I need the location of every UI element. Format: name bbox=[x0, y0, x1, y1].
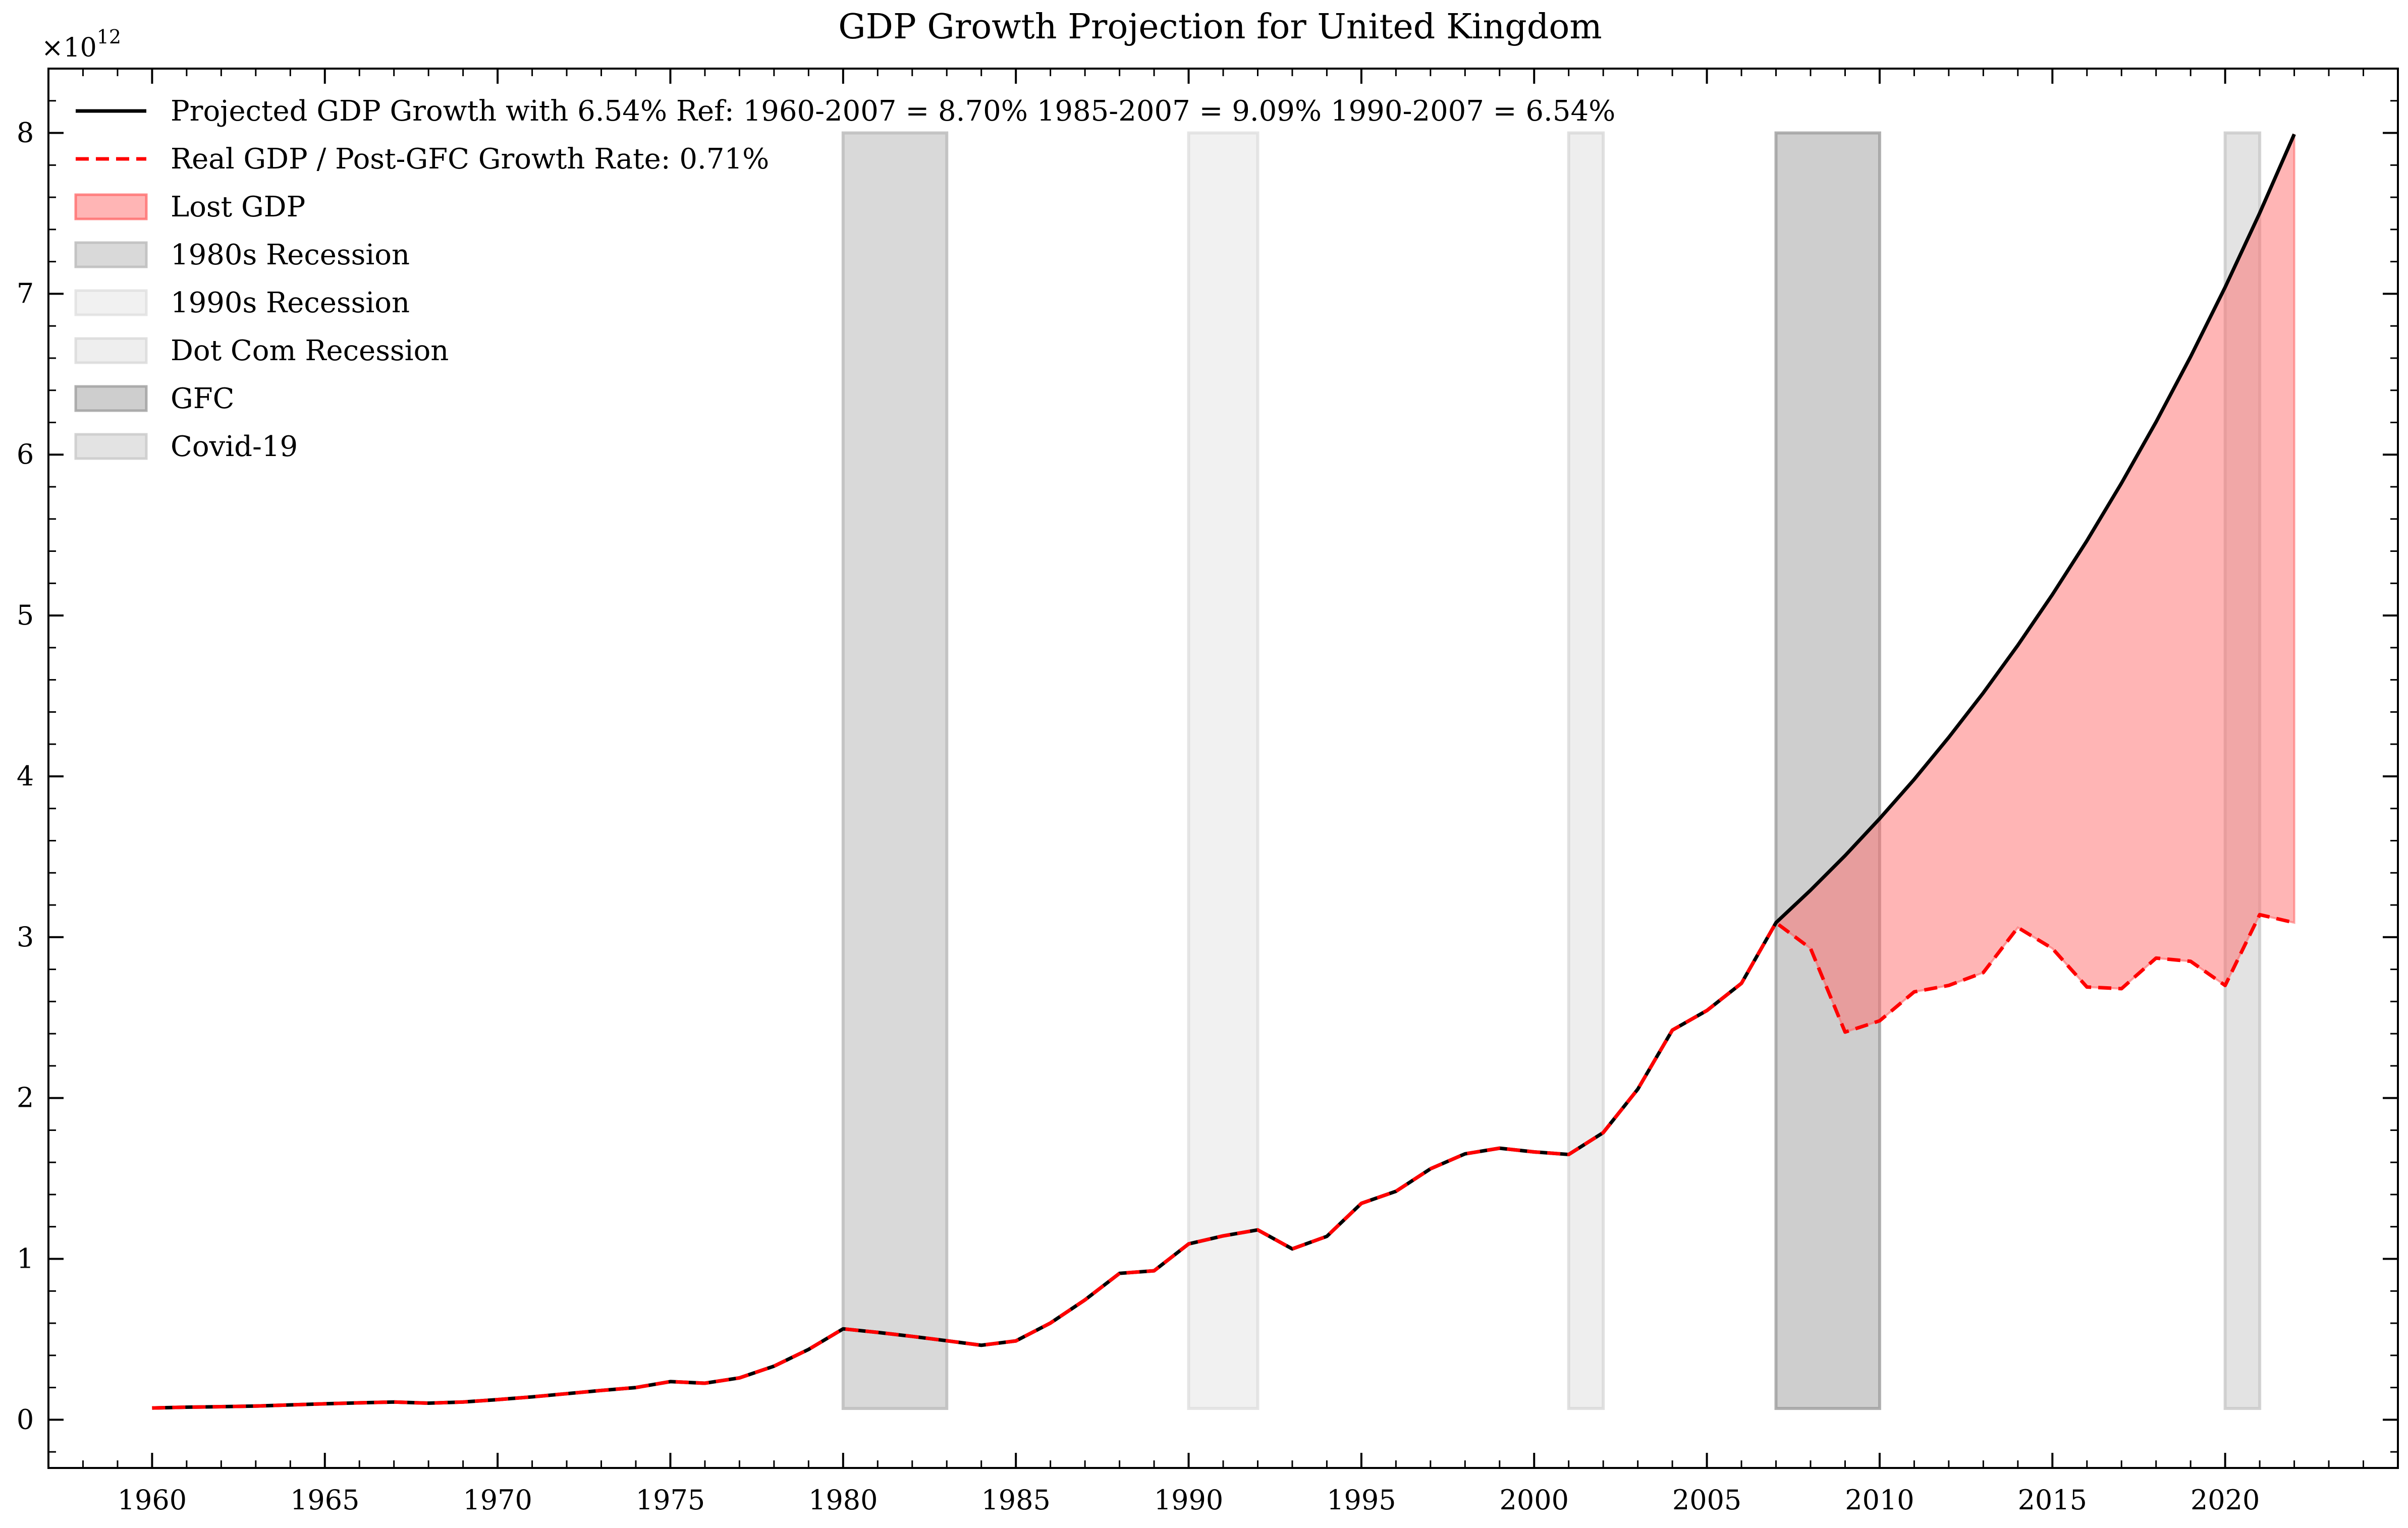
legend-label: 1980s Recession bbox=[171, 239, 410, 271]
x-tick-label: 2000 bbox=[1500, 1484, 1569, 1516]
x-tick-label: 2010 bbox=[1845, 1484, 1914, 1516]
legend-label: Lost GDP bbox=[171, 191, 305, 223]
y-tick-label: 3 bbox=[17, 921, 34, 953]
x-tick-label: 1975 bbox=[636, 1484, 705, 1516]
y-tick-label: 1 bbox=[17, 1242, 34, 1274]
real-gdp-line bbox=[152, 913, 2295, 1410]
x-tick-label: 1965 bbox=[290, 1484, 359, 1516]
legend: Projected GDP Growth with 6.54% Ref: 196… bbox=[74, 95, 1615, 463]
legend-swatch-patch bbox=[74, 433, 148, 460]
legend-label: Real GDP / Post-GFC Growth Rate: 0.71% bbox=[171, 143, 769, 176]
legend-swatch-patch bbox=[74, 289, 148, 316]
legend-label: GFC bbox=[171, 382, 234, 415]
y-tick-label: 4 bbox=[17, 760, 34, 792]
x-tick-label: 1960 bbox=[118, 1484, 187, 1516]
y-tick-label: 2 bbox=[17, 1082, 34, 1114]
legend-swatch-patch bbox=[74, 193, 148, 220]
legend-swatch-patch bbox=[74, 337, 148, 364]
y-tick-label: 7 bbox=[17, 277, 34, 309]
x-tick-label: 1990 bbox=[1154, 1484, 1223, 1516]
x-tick-label: 1970 bbox=[463, 1484, 532, 1516]
x-tick-label: 2005 bbox=[1672, 1484, 1741, 1516]
x-tick-label: 1980 bbox=[808, 1484, 878, 1516]
y-tick-label: 8 bbox=[17, 117, 34, 149]
chart-title: GDP Growth Projection for United Kingdom bbox=[838, 7, 1602, 47]
y-tick-label: 0 bbox=[17, 1403, 34, 1435]
legend-label: Projected GDP Growth with 6.54% Ref: 196… bbox=[171, 95, 1615, 128]
x-tick-label: 2020 bbox=[2191, 1484, 2260, 1516]
recession-band-gfc bbox=[1774, 131, 1881, 1410]
legend-label: Dot Com Recession bbox=[171, 334, 449, 367]
x-tick-label: 2015 bbox=[2018, 1484, 2087, 1516]
recession-band-dot-com-recession bbox=[1567, 131, 1605, 1410]
axes: 1960 1965 1970 1975 1980 1985 1990 1995 2000 2005… bbox=[17, 68, 2399, 1516]
x-tick-label: 1995 bbox=[1327, 1484, 1396, 1516]
series-lines bbox=[152, 133, 2296, 1410]
legend-swatch-patch bbox=[74, 385, 148, 412]
recession-band-1990s-recession bbox=[1187, 131, 1260, 1410]
recession-band-1980s-recession bbox=[841, 131, 949, 1410]
legend-swatch-patch bbox=[74, 241, 148, 268]
y-axis-scale-label: ×1012 bbox=[41, 26, 121, 63]
y-tick-label: 6 bbox=[17, 438, 34, 470]
legend-label: Covid-19 bbox=[171, 430, 298, 463]
legend-label: 1990s Recession bbox=[171, 287, 410, 319]
y-axis-scale-exponent: 12 bbox=[97, 26, 121, 48]
x-tick-label: 1985 bbox=[981, 1484, 1050, 1516]
y-axis-scale-base: ×10 bbox=[41, 33, 97, 63]
y-tick-label: 5 bbox=[17, 599, 34, 631]
